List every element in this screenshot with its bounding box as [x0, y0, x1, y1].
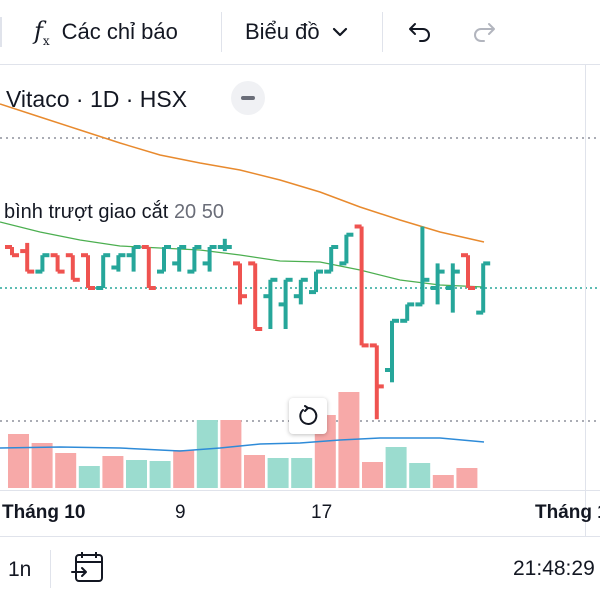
bottom-bar [0, 537, 600, 600]
ma50-line [0, 103, 485, 243]
symbol-legend[interactable]: Vitaco · 1D · HSX [6, 86, 188, 112]
time-axis-label: 17 [311, 502, 333, 523]
top-toolbar: fx Các chỉ báo Biểu đồ [0, 0, 600, 64]
bottom-separator [50, 550, 51, 588]
volume-bar [173, 450, 195, 488]
ma-params: 20 50 [173, 201, 224, 223]
indicators-button[interactable]: fx Các chỉ báo [34, 10, 178, 54]
function-fx-icon: fx [34, 16, 50, 48]
toolbar-divider [0, 64, 600, 65]
toolbar-separator [221, 12, 222, 52]
interval-button[interactable]: 1n [8, 558, 32, 581]
clock-display: 21:48:29 [513, 557, 595, 580]
volume-bar [78, 466, 100, 488]
reset-rotate-icon [299, 405, 318, 425]
price-chart[interactable] [0, 65, 600, 535]
time-axis-border [0, 490, 600, 491]
volume-bar [126, 460, 147, 488]
chart-type-button[interactable]: Biểu đồ [245, 10, 350, 54]
ma20-line [0, 221, 485, 288]
reset-chart-button[interactable] [289, 398, 327, 434]
ma-cross-legend[interactable]: bình trượt giao cắt 20 50 [4, 201, 224, 224]
volume-bar [220, 420, 242, 488]
volume-bar [196, 420, 218, 488]
bottom-bar-divider [0, 536, 600, 537]
redo-button[interactable] [470, 10, 498, 54]
volume-bar [102, 456, 124, 488]
ma-name: bình trượt giao cắt [4, 201, 169, 223]
volume-bar [409, 463, 431, 488]
price-scale-border [585, 65, 586, 537]
undo-button[interactable] [406, 10, 434, 54]
time-axis-label: Tháng 10 [2, 502, 86, 523]
chart-type-label: Biểu đồ [245, 19, 320, 44]
volume-bar [267, 458, 289, 488]
volume-bar [456, 468, 478, 488]
calendar-goto-icon[interactable] [70, 550, 106, 586]
volume-ma-line [0, 437, 485, 452]
toolbar-left-edge [0, 10, 14, 54]
undo-icon [409, 23, 430, 42]
legend-collapse-button[interactable] [231, 81, 265, 115]
volume-bar [149, 461, 171, 488]
time-axis-label: 9 [175, 502, 186, 523]
volume-bar [432, 475, 454, 488]
volume-bar [244, 455, 265, 488]
volume-bar [31, 443, 53, 488]
indicators-label: Các chỉ báo [61, 19, 178, 44]
volume-bar [55, 453, 77, 488]
volume-bar [362, 462, 383, 488]
volume-bar [8, 434, 29, 488]
redo-icon [474, 23, 495, 42]
toolbar-separator [382, 12, 383, 52]
time-axis-label: Tháng 1 [535, 502, 600, 523]
chevron-down-icon [332, 27, 347, 37]
volume-bar [385, 447, 407, 488]
volume-bar [291, 458, 313, 488]
